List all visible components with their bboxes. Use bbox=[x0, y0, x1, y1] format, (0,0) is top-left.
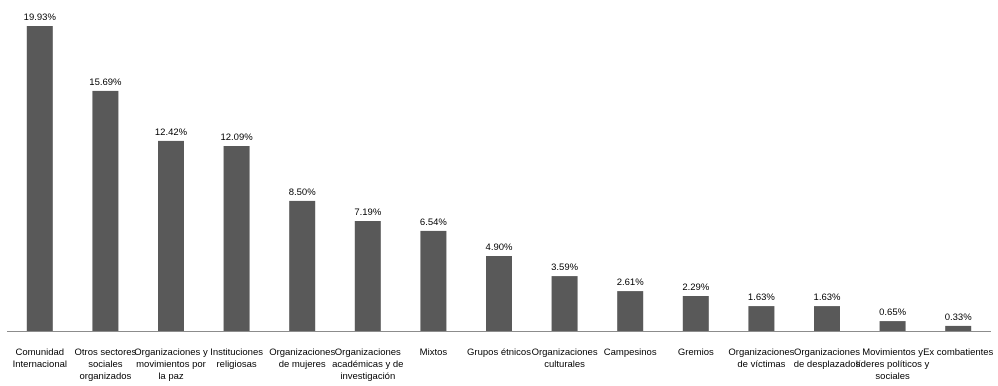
category-label-line: investigación bbox=[340, 371, 395, 382]
category-label-line: sociales bbox=[88, 359, 123, 370]
category-label-line: Grupos étnicos bbox=[467, 347, 531, 358]
data-label-14: 0.33% bbox=[945, 312, 972, 323]
bar-12 bbox=[814, 306, 840, 331]
category-label-6: Mixtos bbox=[420, 347, 448, 358]
category-label-line: de mujeres bbox=[279, 359, 326, 370]
category-label-3: Instituciones religiosas bbox=[210, 347, 263, 370]
category-label-line: Organizaciones bbox=[335, 347, 401, 358]
category-label-line: sociales bbox=[875, 371, 910, 382]
category-label-1: Otros sectores sociales organizados bbox=[75, 347, 137, 382]
category-label-line: Ex combatientes bbox=[923, 347, 993, 358]
data-label-4: 8.50% bbox=[289, 187, 316, 198]
category-label-line: Campesinos bbox=[604, 347, 657, 358]
bar-5 bbox=[354, 221, 381, 331]
data-label-6: 6.54% bbox=[420, 217, 447, 228]
category-label-line: Internacional bbox=[13, 359, 67, 370]
category-label-line: religiosas bbox=[217, 359, 257, 370]
bar-2 bbox=[158, 140, 184, 331]
category-label-line: Movimientos y bbox=[862, 347, 923, 358]
data-label-7: 4.90% bbox=[486, 242, 513, 253]
data-label-13: 0.65% bbox=[879, 307, 906, 318]
bar-0 bbox=[26, 26, 53, 331]
bar-13 bbox=[879, 321, 906, 331]
category-label-line: Mixtos bbox=[420, 347, 448, 358]
category-label-11: Organizaciones de víctimas bbox=[728, 347, 794, 370]
category-label-line: Organizaciones bbox=[269, 347, 335, 358]
category-label-line: culturales bbox=[544, 359, 585, 370]
category-label-line: académicas y de bbox=[332, 359, 403, 370]
category-label-14: Ex combatientes bbox=[923, 347, 993, 358]
data-label-10: 2.29% bbox=[682, 282, 709, 293]
category-label-10: Gremios bbox=[678, 347, 714, 358]
bar-3 bbox=[223, 146, 250, 331]
category-label-line: Organizaciones bbox=[794, 347, 860, 358]
data-label-12: 1.63% bbox=[814, 292, 841, 303]
category-label-9: Campesinos bbox=[604, 347, 657, 358]
data-label-8: 3.59% bbox=[551, 262, 578, 273]
category-label-line: de víctimas bbox=[737, 359, 785, 370]
category-label-line: la paz bbox=[158, 371, 184, 382]
category-label-0: Comunidad Internacional bbox=[13, 347, 67, 370]
bars-group bbox=[26, 26, 972, 332]
category-label-line: Organizaciones bbox=[532, 347, 598, 358]
data-labels-group: 19.93% 15.69% 12.42% 12.09% 8.50% 7.19% 6.54% 4… bbox=[24, 12, 973, 323]
category-label-7: Grupos étnicos bbox=[467, 347, 531, 358]
category-label-4: Organizaciones de mujeres bbox=[269, 347, 335, 370]
category-label-line: Comunidad bbox=[16, 347, 65, 358]
bar-8 bbox=[551, 276, 578, 331]
category-label-8: Organizaciones culturales bbox=[532, 347, 598, 370]
bar-9 bbox=[617, 291, 644, 331]
bar-14 bbox=[945, 325, 972, 331]
category-label-line: de desplazados bbox=[794, 359, 861, 370]
category-label-line: organizados bbox=[80, 371, 132, 382]
bar-10 bbox=[682, 296, 709, 331]
category-label-2: Organizaciones y movimientos por la paz bbox=[134, 347, 208, 382]
category-label-line: Instituciones bbox=[210, 347, 263, 358]
category-label-line: Organizaciones y bbox=[134, 347, 208, 358]
bar-6 bbox=[420, 230, 447, 331]
category-label-line: Otros sectores bbox=[75, 347, 137, 358]
category-label-13: Movimientos y líderes políticos y sociales bbox=[856, 347, 930, 382]
bar-7 bbox=[486, 256, 512, 331]
category-label-5: Organizaciones académicas y de investigaci… bbox=[332, 347, 403, 382]
category-label-line: Organizaciones bbox=[728, 347, 794, 358]
bar-1 bbox=[92, 90, 119, 332]
data-label-2: 12.42% bbox=[155, 127, 188, 138]
data-label-11: 1.63% bbox=[748, 292, 775, 303]
data-label-5: 7.19% bbox=[354, 207, 381, 218]
data-label-3: 12.09% bbox=[220, 132, 253, 143]
data-label-0: 19.93% bbox=[24, 12, 57, 23]
category-label-line: movimientos por bbox=[136, 359, 206, 370]
bar-4 bbox=[289, 200, 316, 331]
data-label-1: 15.69% bbox=[89, 77, 122, 88]
category-label-line: Gremios bbox=[678, 347, 714, 358]
category-label-12: Organizaciones de desplazados bbox=[794, 347, 861, 370]
bar-11 bbox=[748, 306, 775, 331]
data-label-9: 2.61% bbox=[617, 277, 644, 288]
category-label-line: líderes políticos y bbox=[856, 359, 930, 370]
